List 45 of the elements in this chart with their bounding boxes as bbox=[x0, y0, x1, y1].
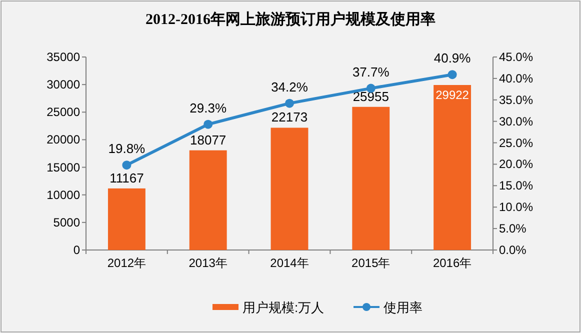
y2-tick-label: 40.0% bbox=[499, 71, 534, 86]
data-label: 40.9% bbox=[434, 50, 472, 66]
y-tick-label: 35000 bbox=[46, 50, 80, 64]
y-tick-label: 5000 bbox=[53, 215, 80, 230]
y2-tick-label: 10.0% bbox=[499, 200, 534, 214]
x-tick-label: 2013年 bbox=[188, 256, 228, 270]
data-label: 11167 bbox=[110, 170, 144, 186]
data-label: 29922 bbox=[436, 88, 470, 102]
bar bbox=[352, 106, 390, 250]
x-tick-label: 2015年 bbox=[352, 256, 390, 270]
y-tick-label: 0 bbox=[73, 243, 80, 257]
chart-title: 2012-2016年网上旅游预订用户规模及使用率 bbox=[146, 10, 436, 28]
data-label: 18077 bbox=[190, 132, 226, 148]
y2-tick-label: 45.0% bbox=[499, 50, 534, 64]
data-label: 19.8% bbox=[108, 141, 146, 156]
data-label: 22173 bbox=[271, 110, 308, 125]
y-tick-label: 30000 bbox=[46, 78, 80, 92]
data-label: 34.2% bbox=[271, 79, 308, 94]
data-label: 37.7% bbox=[352, 64, 390, 80]
y2-tick-label: 15.0% bbox=[499, 178, 534, 193]
point bbox=[204, 120, 213, 129]
bar bbox=[108, 188, 146, 250]
point bbox=[285, 98, 294, 108]
y2-tick-label: 20.0% bbox=[499, 157, 534, 172]
data-label: 29.3% bbox=[190, 100, 227, 116]
y2-tick-label: 0.0% bbox=[499, 243, 527, 257]
y2-tick-label: 25.0% bbox=[499, 136, 534, 150]
bar bbox=[189, 150, 227, 250]
x-tick-label: 2016年 bbox=[432, 256, 472, 270]
y2-tick-label: 30.0% bbox=[499, 114, 534, 128]
x-tick-label: 2012年 bbox=[107, 256, 146, 270]
y-tick-label: 15000 bbox=[46, 160, 80, 174]
y-tick-label: 25000 bbox=[46, 105, 80, 120]
data-label: 25955 bbox=[352, 88, 389, 104]
point bbox=[122, 160, 132, 170]
legend-label: 用户规模:万人 bbox=[242, 300, 324, 315]
bar bbox=[434, 85, 472, 250]
bar bbox=[270, 128, 308, 250]
y-tick-label: 20000 bbox=[46, 132, 80, 147]
y2-tick-label: 35.0% bbox=[499, 92, 534, 107]
y-tick-label: 10000 bbox=[46, 188, 80, 202]
y2-tick-label: 5.0% bbox=[499, 222, 527, 236]
point bbox=[448, 70, 457, 80]
x-tick-label: 2014年 bbox=[270, 256, 309, 270]
legend-label: 使用率 bbox=[384, 300, 422, 315]
